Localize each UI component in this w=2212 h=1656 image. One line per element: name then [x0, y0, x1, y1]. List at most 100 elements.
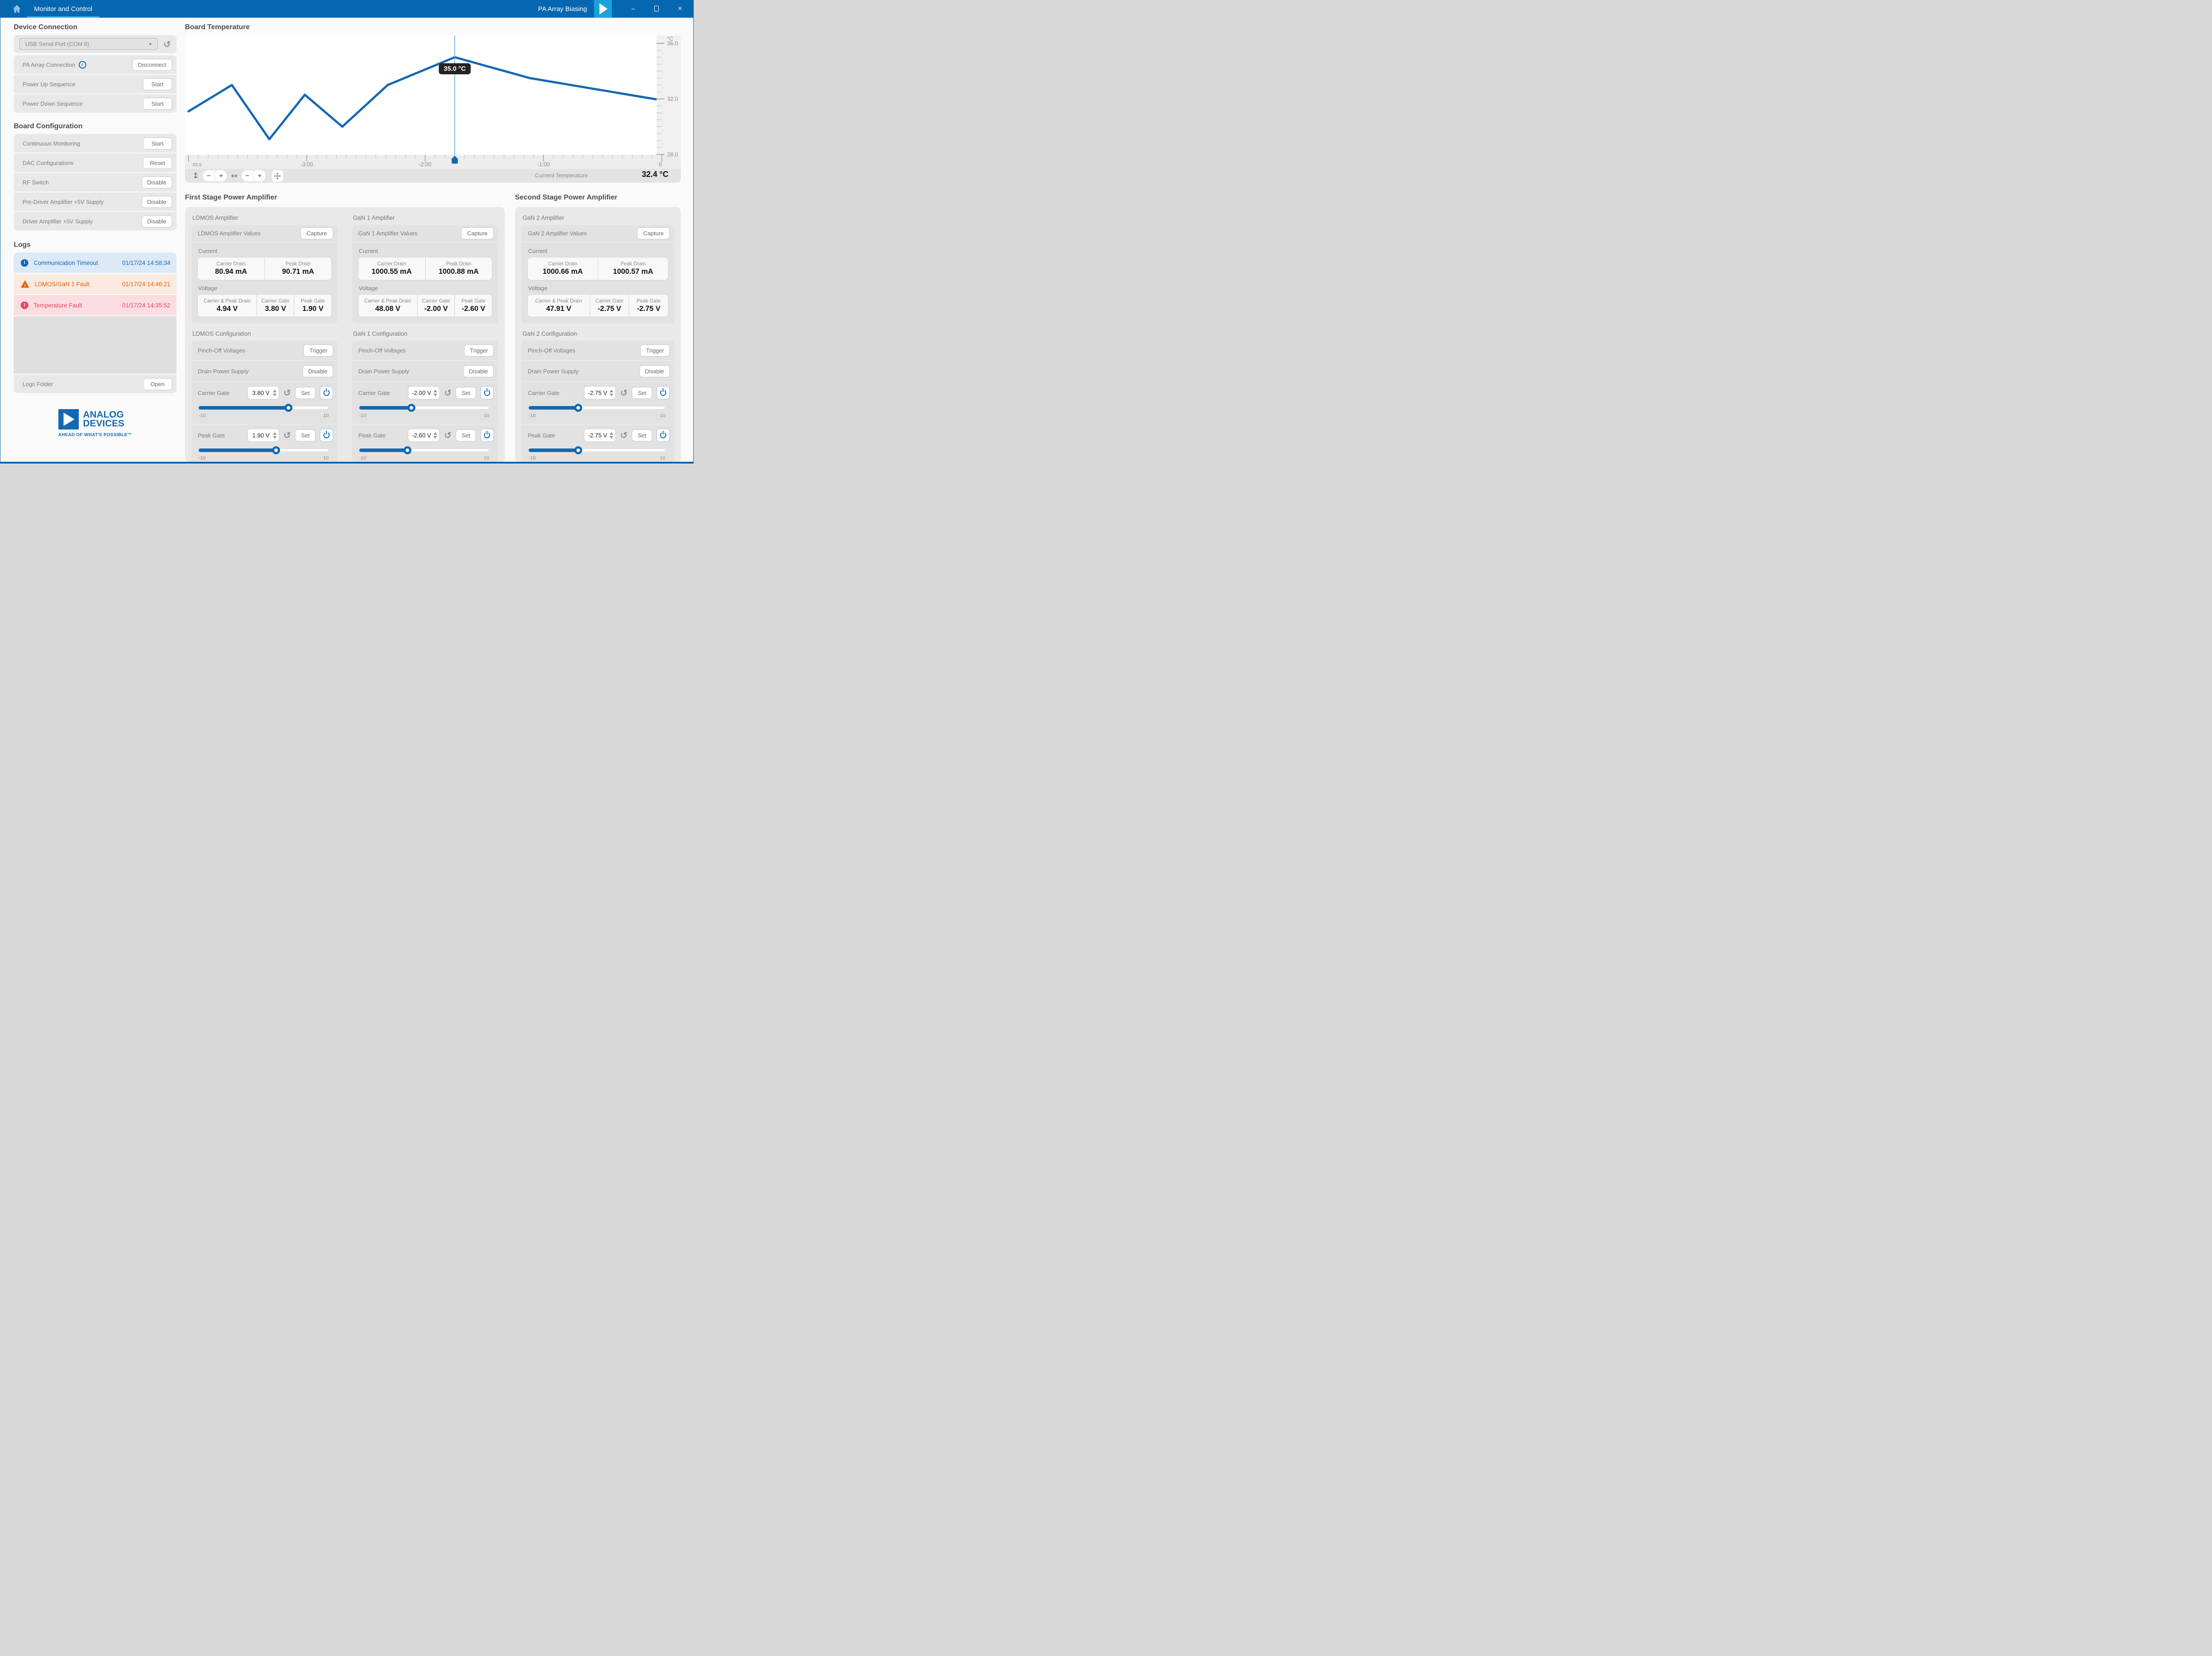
power-toggle-button[interactable] — [480, 386, 494, 399]
set-button[interactable]: Set — [456, 387, 476, 399]
app-title: PA Array Biasing — [538, 5, 587, 13]
spinner-up-icon[interactable] — [609, 432, 613, 435]
spinner-up-icon[interactable] — [273, 389, 276, 392]
set-button[interactable]: Set — [632, 387, 652, 399]
capture-button[interactable]: Capture — [461, 227, 494, 239]
log-entry[interactable]: i Communication Timeout 01/17/24 14:58:3… — [14, 253, 177, 273]
h-zoom-in-button[interactable]: + — [254, 170, 266, 181]
disable-button[interactable]: Disable — [302, 365, 333, 377]
power-icon — [484, 390, 490, 396]
minimize-button[interactable]: − — [630, 6, 637, 12]
chart-toolbar: ↕ − + ↔ − + — [185, 169, 681, 183]
slider-handle[interactable] — [403, 446, 411, 454]
spinner-down-icon[interactable] — [433, 393, 437, 396]
reset-value-icon[interactable]: ↺ — [283, 430, 291, 441]
spinner-down-icon[interactable] — [609, 393, 613, 396]
v-zoom-out-button[interactable]: − — [203, 170, 215, 181]
log-entry[interactable]: ! Temperature Fault 01/17/24 14:35:52 — [14, 295, 177, 315]
disable-button[interactable]: Disable — [463, 365, 494, 377]
open-logs-folder-button[interactable]: Open — [143, 378, 172, 390]
refresh-ports-icon[interactable]: ↺ — [163, 38, 171, 50]
slider-handle[interactable] — [407, 404, 415, 412]
current-label: Current — [359, 248, 378, 254]
rf-switch-row: RF Switch Disable — [14, 173, 177, 192]
v-zoom-in-button[interactable]: + — [215, 170, 227, 181]
voltage-spinner[interactable]: -2.75 V — [584, 429, 616, 442]
vertical-scale-icon[interactable]: ↕ — [192, 171, 199, 180]
voltage-label: Voltage — [359, 285, 378, 291]
capture-button[interactable]: Capture — [637, 227, 670, 239]
voltage-spinner[interactable]: -2.75 V — [584, 386, 616, 399]
amplifier-column: GaN 2 Amplifier GaN 2 Amplifier Values C… — [522, 215, 674, 464]
set-button[interactable]: Set — [295, 387, 315, 399]
power-down-start-button[interactable]: Start — [143, 97, 172, 110]
home-icon — [13, 5, 21, 13]
power-toggle-button[interactable] — [320, 429, 333, 442]
driver-disable-button[interactable]: Disable — [141, 215, 172, 227]
home-button[interactable] — [12, 4, 22, 14]
set-button[interactable]: Set — [632, 429, 652, 441]
spinner-down-icon[interactable] — [609, 436, 613, 439]
spinner-down-icon[interactable] — [433, 436, 437, 439]
set-button[interactable]: Set — [456, 429, 476, 441]
gate-voltage-slider[interactable] — [529, 404, 665, 412]
gate-voltage-slider[interactable] — [199, 446, 329, 454]
voltage-spinner[interactable]: -2.60 V — [407, 429, 440, 442]
trigger-button[interactable]: Trigger — [464, 344, 494, 356]
pre-driver-disable-button[interactable]: Disable — [141, 196, 172, 208]
trigger-button[interactable]: Trigger — [640, 344, 670, 356]
pan-button[interactable] — [271, 170, 283, 182]
voltage-spinner[interactable]: 1.90 V — [247, 429, 279, 442]
capture-button[interactable]: Capture — [300, 227, 333, 239]
gate-voltage-slider[interactable] — [529, 446, 665, 454]
spinner-up-icon[interactable] — [433, 432, 437, 435]
power-toggle-button[interactable] — [657, 386, 670, 399]
monitoring-start-button[interactable]: Start — [143, 137, 172, 150]
board-temperature-chart[interactable]: °C 36.0 32.0 28.0 m:s -3:00 -2:00 -1:00 0 35.0 °… — [185, 35, 681, 183]
spinner-down-icon[interactable] — [273, 393, 276, 396]
temperature-line-chart[interactable]: °C36.0 32.0 28.0 m:s -3:00 -2:00 -1:00 0 — [185, 35, 681, 183]
slider-handle[interactable] — [574, 404, 582, 412]
voltage-readout-box: Carrier & Peak Drain 4.94 V Carrier Gate… — [197, 294, 332, 317]
reset-value-icon[interactable]: ↺ — [620, 430, 628, 441]
disconnect-button[interactable]: Disconnect — [132, 58, 172, 71]
tab-monitor-and-control[interactable]: Monitor and Control — [27, 0, 100, 18]
spinner-up-icon[interactable] — [433, 389, 437, 392]
power-toggle-button[interactable] — [320, 386, 333, 399]
spinner-up-icon[interactable] — [273, 432, 276, 435]
reset-value-icon[interactable]: ↺ — [283, 387, 291, 398]
gate-voltage-slider[interactable] — [199, 404, 329, 412]
slider-handle[interactable] — [284, 404, 292, 412]
h-zoom-out-button[interactable]: − — [242, 170, 253, 181]
horizontal-scale-icon[interactable]: ↔ — [231, 171, 238, 180]
set-button[interactable]: Set — [295, 429, 315, 441]
trigger-button[interactable]: Trigger — [303, 344, 333, 356]
serial-port-select[interactable]: USB Serial Port (COM 8) ▼ — [19, 38, 158, 50]
readout-cell: Peak Drain 1000.57 mA — [613, 261, 653, 276]
power-toggle-button[interactable] — [657, 429, 670, 442]
voltage-spinner[interactable]: -2.00 V — [407, 386, 440, 399]
info-circle-icon: i — [21, 259, 28, 267]
config-row: Pinch-Off Voltages Trigger — [352, 341, 498, 360]
gate-voltage-slider[interactable] — [359, 404, 489, 412]
spinner-up-icon[interactable] — [609, 389, 613, 392]
current-label: Current — [198, 248, 218, 254]
driver-supply-row: Driver Amplifier +5V Supply Disable — [14, 212, 177, 230]
slider-handle[interactable] — [272, 446, 280, 454]
power-toggle-button[interactable] — [480, 429, 494, 442]
disable-button[interactable]: Disable — [639, 365, 670, 377]
voltage-spinner[interactable]: 3.80 V — [247, 386, 279, 399]
dac-reset-button[interactable]: Reset — [143, 157, 172, 169]
gate-voltage-slider[interactable] — [359, 446, 489, 454]
spinner-down-icon[interactable] — [273, 436, 276, 439]
readout-cell: Carrier Drain 1000.55 mA — [358, 257, 426, 280]
close-button[interactable]: × — [676, 5, 684, 12]
log-entry[interactable]: ! LDMOS/GaN 1 Fault 01/17/24 14:46:21 — [14, 274, 177, 294]
reset-value-icon[interactable]: ↺ — [444, 430, 452, 441]
maximize-button[interactable] — [653, 5, 660, 12]
reset-value-icon[interactable]: ↺ — [620, 387, 628, 398]
slider-handle[interactable] — [574, 446, 582, 454]
rf-switch-disable-button[interactable]: Disable — [141, 176, 172, 188]
reset-value-icon[interactable]: ↺ — [444, 387, 452, 398]
power-up-start-button[interactable]: Start — [143, 78, 172, 90]
